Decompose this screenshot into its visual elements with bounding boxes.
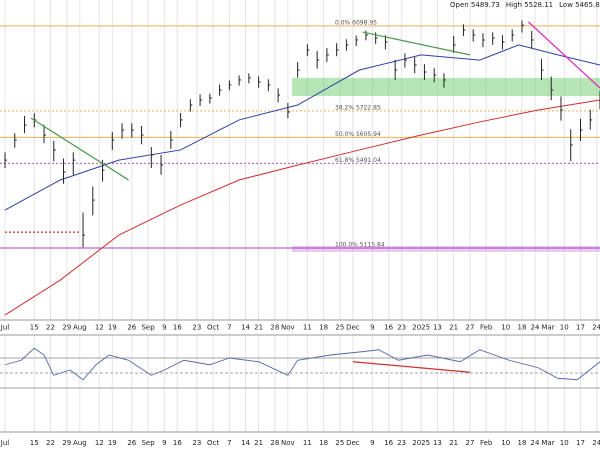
x-tick-label: 18	[518, 439, 527, 447]
x-tick-label: 17	[576, 439, 585, 447]
x-tick-label: Aug	[73, 439, 87, 447]
header-item: Low 5465.86	[559, 1, 600, 9]
x-tick-label: Mar	[541, 324, 554, 332]
x-tick-label: 21	[254, 439, 263, 447]
x-tick-label: 7	[227, 324, 231, 332]
x-tick-label: 23	[397, 439, 406, 447]
x-tick-label: 16	[173, 439, 182, 447]
x-tick-label: 28	[270, 324, 279, 332]
x-tick-label: 11	[303, 439, 312, 447]
x-tick-label: 25	[335, 324, 344, 332]
x-tick-label: 21	[254, 324, 263, 332]
x-tick-label: Aug	[73, 324, 87, 332]
x-tick-label: Oct	[207, 439, 219, 447]
indicator-line	[4, 347, 600, 381]
x-tick-label: 24	[592, 439, 600, 447]
x-tick-label: Jul	[0, 324, 9, 332]
level-label: 50.0% 5605.94	[335, 131, 381, 138]
x-tick-label: 15	[30, 324, 39, 332]
x-tick-label: 24	[531, 324, 540, 332]
x-tick-label: 18	[319, 324, 328, 332]
trend-line	[528, 21, 600, 89]
level-label: 0.0% 6098.95	[335, 19, 377, 26]
x-tick-label: 7	[227, 439, 231, 447]
x-tick-label: 25	[335, 439, 344, 447]
x-tick-label: Nov	[281, 324, 295, 332]
x-tick-label: Jul	[0, 439, 9, 447]
x-tick-label: 21	[449, 324, 458, 332]
x-tick-label: 29	[62, 439, 71, 447]
grid	[4, 0, 598, 432]
trend-line	[352, 361, 470, 373]
moving-average	[4, 99, 600, 316]
x-tick-label: 29	[62, 324, 71, 332]
x-tick-label: 10	[501, 439, 510, 447]
x-tick-label: 11	[303, 324, 312, 332]
x-tick-label: 12	[95, 324, 104, 332]
x-tick-label: Sep	[141, 324, 155, 332]
x-tick-label: 10	[501, 324, 510, 332]
x-tick-label: 10	[560, 324, 569, 332]
x-tick-label: 26	[127, 439, 136, 447]
level-label: 38.2% 5722.85	[335, 104, 381, 111]
x-tick-label: 21	[449, 439, 458, 447]
x-tick-label: 13	[433, 324, 442, 332]
x-tick-label: 23	[397, 324, 406, 332]
trend-line	[30, 117, 129, 181]
x-tick-label: 2025	[412, 324, 430, 332]
plot: JulJul151522222929AugAug121219192626SepS…	[0, 19, 600, 447]
x-tick-label: 12	[95, 439, 104, 447]
x-tick-label: 17	[576, 324, 585, 332]
x-tick-label: 24	[592, 324, 600, 332]
header-item: Open 5489.73	[450, 1, 500, 9]
x-tick-label: 24	[531, 439, 540, 447]
x-tick-label: Feb	[480, 439, 493, 447]
trend-line	[362, 31, 471, 56]
x-tick-label: Nov	[281, 439, 295, 447]
x-tick-label: 16	[384, 324, 393, 332]
x-tick-label: 26	[127, 324, 136, 332]
level-label: 100.0% 5115.84	[335, 241, 385, 248]
x-tick-label: 14	[241, 324, 250, 332]
zone	[292, 245, 600, 253]
level-label: 61.8% 5491.04	[335, 157, 381, 164]
x-tick-label: 2025	[412, 439, 430, 447]
x-tick-label: 14	[241, 439, 250, 447]
x-tick-label: Sep	[141, 439, 155, 447]
x-tick-label: 15	[30, 439, 39, 447]
x-tick-label: Dec	[346, 439, 360, 447]
x-tick-label: 9	[162, 439, 166, 447]
x-tick-label: Mar	[541, 439, 554, 447]
x-tick-label: 27	[465, 439, 474, 447]
x-tick-label: 22	[46, 324, 55, 332]
x-tick-label: 16	[173, 324, 182, 332]
moving-average	[4, 44, 600, 211]
x-tick-label: 10	[560, 439, 569, 447]
x-tick-label: 18	[319, 439, 328, 447]
x-tick-label: 23	[192, 324, 201, 332]
x-tick-label: 9	[370, 439, 374, 447]
x-tick-label: Feb	[480, 324, 493, 332]
zone	[292, 77, 600, 96]
x-tick-label: 9	[370, 324, 374, 332]
x-tick-label: 9	[162, 324, 166, 332]
x-tick-label: 23	[192, 439, 201, 447]
x-tick-label: 16	[384, 439, 393, 447]
x-tick-label: 22	[46, 439, 55, 447]
x-tick-label: Dec	[346, 324, 360, 332]
x-tick-label: Oct	[207, 324, 219, 332]
x-tick-label: 19	[108, 324, 117, 332]
x-tick-label: 13	[433, 439, 442, 447]
x-tick-label: 28	[270, 439, 279, 447]
x-tick-label: 18	[518, 324, 527, 332]
x-tick-label: 19	[108, 439, 117, 447]
header-item: High 5528.11	[506, 1, 553, 9]
x-tick-label: 27	[465, 324, 474, 332]
